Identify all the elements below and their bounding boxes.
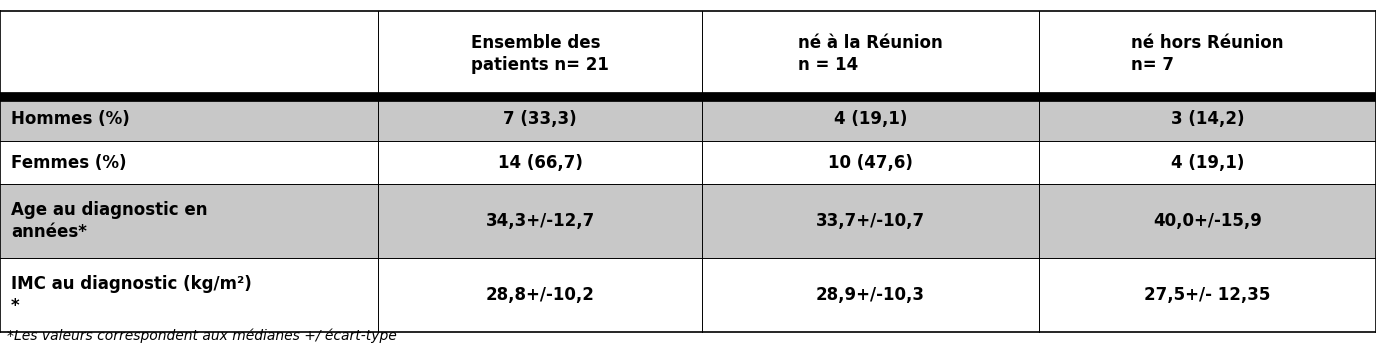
Bar <box>0 11 1376 97</box>
Text: 7 (33,3): 7 (33,3) <box>504 110 577 128</box>
Text: Age au diagnostic en
années*: Age au diagnostic en années* <box>11 201 208 241</box>
Text: né hors Réunion
n= 7: né hors Réunion n= 7 <box>1131 34 1284 74</box>
Text: 40,0+/-15,9: 40,0+/-15,9 <box>1153 212 1262 230</box>
Text: 14 (66,7): 14 (66,7) <box>498 154 582 172</box>
Text: 10 (47,6): 10 (47,6) <box>828 154 912 172</box>
Text: 28,8+/-10,2: 28,8+/-10,2 <box>486 286 594 304</box>
Text: 28,9+/-10,3: 28,9+/-10,3 <box>816 286 925 304</box>
Text: Hommes (%): Hommes (%) <box>11 110 129 128</box>
Text: 3 (14,2): 3 (14,2) <box>1171 110 1244 128</box>
Text: IMC au diagnostic (kg/m²)
*: IMC au diagnostic (kg/m²) * <box>11 275 252 315</box>
Bar <box>0 258 1376 332</box>
Text: Ensemble des
patients n= 21: Ensemble des patients n= 21 <box>471 34 610 74</box>
Text: 34,3+/-12,7: 34,3+/-12,7 <box>486 212 594 230</box>
Text: 33,7+/-10,7: 33,7+/-10,7 <box>816 212 925 230</box>
Bar <box>0 141 1376 184</box>
Text: 4 (19,1): 4 (19,1) <box>1171 154 1244 172</box>
Text: 27,5+/- 12,35: 27,5+/- 12,35 <box>1145 286 1270 304</box>
Text: 4 (19,1): 4 (19,1) <box>834 110 907 128</box>
Text: né à la Réunion
n = 14: né à la Réunion n = 14 <box>798 34 943 74</box>
Text: *Les valeurs correspondent aux médianes +/ écart-type: *Les valeurs correspondent aux médianes … <box>7 328 396 343</box>
Bar <box>0 97 1376 141</box>
Text: Femmes (%): Femmes (%) <box>11 154 127 172</box>
Bar <box>0 184 1376 258</box>
